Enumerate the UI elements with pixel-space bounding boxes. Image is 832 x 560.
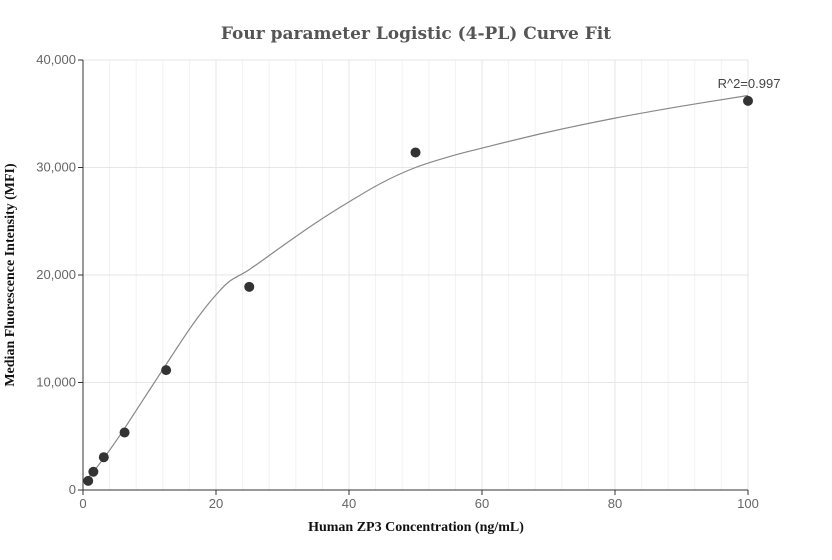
x-tick-label: 80 [608,496,622,511]
data-point [410,147,421,158]
grid [83,59,749,490]
data-point [244,281,255,292]
x-ticks: 0 20 40 60 80 100 [79,490,759,511]
data-points [83,95,753,486]
y-tick-label: 20,000 [36,267,76,282]
x-tick-label: 40 [342,496,356,511]
chart-title: Four parameter Logistic (4-PL) Curve Fit [221,24,611,44]
x-tick-label: 0 [79,496,86,511]
data-point [161,365,172,376]
y-tick-label: 10,000 [36,375,76,390]
r-squared-annotation: R^2=0.997 [718,76,781,91]
y-axis-title: Median Fluorescence Intensity (MFI) [3,163,18,387]
fit-curve [82,94,749,484]
data-point [83,475,94,486]
x-tick-label: 20 [209,496,223,511]
x-tick-label: 100 [737,496,759,511]
y-ticks: 0 10,000 20,000 30,000 40,000 [36,52,83,497]
data-point [743,95,753,106]
data-point [119,427,130,438]
y-tick-label: 30,000 [36,160,76,175]
x-axis-title: Human ZP3 Concentration (ng/mL) [308,520,524,535]
x-tick-label: 60 [475,496,489,511]
y-tick-label: 40,000 [36,52,76,67]
data-point [98,452,109,463]
y-tick-label: 0 [69,482,76,497]
data-point [88,466,99,477]
